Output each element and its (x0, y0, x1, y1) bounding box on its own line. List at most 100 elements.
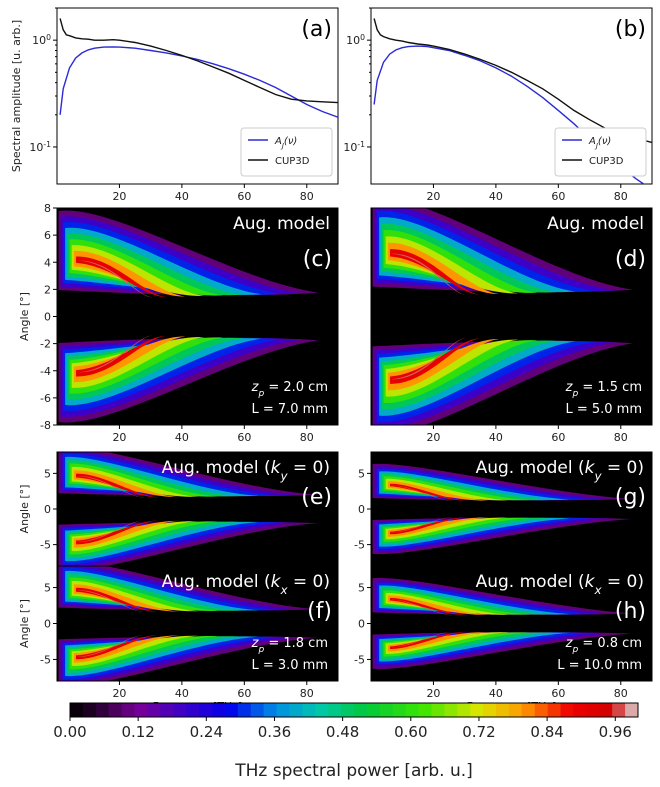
y-tick-label: -2 (40, 338, 51, 351)
panel-h: -5 0 5 20 40 60 80 Aug. model (kx = 0)(h) zp = 0… (354, 565, 653, 713)
heatmap-contour (383, 632, 530, 657)
y-tick-label: 0 (358, 503, 365, 516)
heatmap-lobe (372, 338, 633, 425)
x-tick-label: 60 (551, 687, 565, 700)
legend-label: CUP3D (589, 156, 624, 167)
y-tick-label: 0 (44, 618, 51, 631)
y-tick-label: 5 (44, 467, 51, 480)
colorbar-tick-label: 0.84 (530, 723, 563, 741)
panel-title: Aug. model (233, 214, 330, 234)
y-tick-label: 10-1 (343, 139, 365, 154)
heatmap-lobe (372, 208, 633, 295)
series-line-cup3d (373, 18, 652, 144)
x-tick-label: 60 (237, 190, 251, 203)
y-tick-label: 2 (44, 283, 51, 296)
heatmap-contour (392, 253, 467, 295)
colorbar-segment (82, 703, 97, 717)
x-tick-label: 40 (175, 687, 189, 700)
colorbar-segment (212, 703, 226, 717)
colorbar-segment (315, 703, 329, 717)
heatmap-contour (385, 478, 509, 501)
colorbar-label: THz spectral power [arb. u.] (234, 761, 473, 781)
heatmap-contour (390, 249, 481, 295)
x-tick-label: 20 (426, 687, 440, 700)
heatmap-contour (78, 260, 153, 298)
colorbar-segment (224, 703, 239, 717)
colorbar-segment (534, 703, 549, 717)
heatmap-contour (387, 517, 489, 537)
panel-annotation: zp = 2.0 cm (251, 380, 328, 399)
colorbar-segment (392, 703, 407, 717)
panel-label: (b) (615, 17, 646, 42)
heatmap-layer (58, 452, 319, 566)
colorbar-segment (405, 703, 419, 717)
panel-title: Aug. model (kx = 0) (162, 572, 330, 597)
panel-annotation: zp = 1.8 cm (251, 636, 328, 655)
colorbar-segment (586, 703, 600, 717)
colorbar-segment (560, 703, 574, 717)
series-line-aj (59, 46, 338, 118)
heatmap-contour (71, 581, 199, 612)
y-tick-label: 0 (358, 618, 365, 631)
x-tick-label: 80 (300, 190, 314, 203)
colorbar-segment (496, 703, 510, 717)
colorbar-tick-label: 0.24 (190, 723, 223, 741)
plot-frame (370, 207, 653, 426)
y-tick-label: 5 (358, 467, 365, 480)
colorbar-segment (95, 703, 110, 717)
heatmap-contour (383, 476, 530, 501)
x-tick-label: 40 (489, 431, 503, 444)
x-tick-label: 20 (112, 431, 126, 444)
colorbar-segment (431, 703, 445, 717)
y-tick-label: -8 (40, 419, 51, 432)
panel-title: Aug. model (ky = 0) (162, 458, 330, 483)
colorbar-frame (69, 702, 639, 718)
heatmap-contour (392, 338, 467, 380)
heatmap-contour (390, 517, 469, 535)
colorbar-segment (612, 703, 626, 717)
heatmap-contour (385, 517, 509, 540)
panel-annotation: L = 7.0 mm (251, 402, 328, 417)
panel-g: -5 0 5 Aug. model (ky = 0)(g) (354, 451, 653, 567)
panel-label: (d) (615, 247, 646, 272)
y-axis-label: Angle [°] (18, 292, 31, 341)
colorbar-segment (328, 703, 342, 717)
colorbar-segment (508, 703, 523, 717)
y-tick-label: -5 (40, 539, 51, 552)
colorbar-segment (521, 703, 536, 717)
colorbar-segment (379, 703, 394, 717)
panel-annotation: zp = 0.8 cm (565, 636, 642, 655)
colorbar-segment (302, 703, 316, 717)
colorbar-segment (147, 703, 161, 717)
colorbar-tick-label: 0.36 (258, 723, 291, 741)
heatmap-contour (390, 598, 469, 616)
colorbar-segment (237, 703, 252, 717)
heatmap-contour (390, 631, 469, 649)
legend-label: CUP3D (275, 156, 310, 167)
colorbar-segment (289, 703, 303, 717)
panel-title: Aug. model (547, 214, 644, 234)
y-tick-label: -5 (354, 539, 365, 552)
x-tick-label: 60 (237, 687, 251, 700)
y-tick-label: -5 (354, 653, 365, 666)
heatmap-contour (73, 584, 179, 612)
panel-annotation: L = 5.0 mm (565, 402, 642, 417)
heatmap-contour (390, 338, 481, 384)
legend-label: AJ(ν) (274, 136, 297, 150)
heatmap-contour (71, 521, 199, 552)
heatmap-contour (78, 335, 153, 373)
colorbar: 0.00 0.12 0.24 0.36 0.48 0.60 0.72 0.84 0.96 THz … (53, 702, 639, 781)
x-tick-label: 20 (112, 190, 126, 203)
heatmap-contour (385, 632, 509, 654)
y-axis-label: Angle [°] (18, 485, 31, 534)
panel-label: (f) (307, 599, 332, 624)
y-axis-label: Spectral amplitude [u. arb.] (10, 20, 23, 172)
y-tick-label: 5 (44, 582, 51, 595)
heatmap-contour (392, 517, 454, 533)
heatmap-contour (387, 595, 489, 616)
heatmap-contour (387, 481, 489, 501)
heatmap-contour (392, 599, 454, 616)
y-tick-label: 0 (44, 503, 51, 516)
heatmap-lobe (372, 463, 632, 501)
